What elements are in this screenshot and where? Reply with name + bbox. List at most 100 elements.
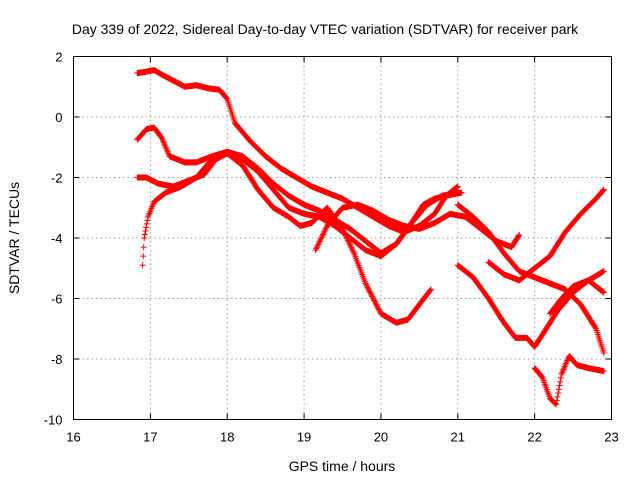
series-track-3 (139, 150, 461, 269)
data-point (346, 240, 353, 247)
series-track-7 (454, 201, 607, 356)
data-point (349, 247, 356, 254)
y-tick-label: -2 (51, 171, 63, 186)
data-point (369, 294, 376, 301)
data-point (315, 239, 322, 246)
data-point (140, 244, 147, 251)
y-axis-label: SDTVAR / TECUs (6, 182, 22, 294)
data-point (343, 234, 350, 241)
data-point (599, 288, 606, 295)
data-point (342, 233, 349, 240)
data-point (554, 393, 561, 400)
data-point (363, 281, 370, 288)
data-point (318, 234, 325, 241)
data-point (376, 307, 383, 314)
axis-ticks (73, 56, 612, 420)
x-axis-label: GPS time / hours (289, 458, 396, 474)
data-point (345, 238, 352, 245)
data-point (143, 224, 150, 231)
data-point (365, 286, 372, 293)
data-point (365, 285, 372, 292)
data-point (313, 245, 320, 252)
data-point (368, 292, 375, 299)
data-point (341, 230, 348, 237)
data-point (344, 237, 351, 244)
x-tick-label: 18 (220, 430, 234, 445)
data-point (375, 306, 382, 313)
data-point (366, 288, 373, 295)
data-point (340, 227, 347, 234)
data-point (371, 297, 378, 304)
y-tick-label: -4 (51, 231, 63, 246)
data-point (600, 349, 607, 356)
x-tick-label: 23 (604, 430, 618, 445)
data-point (142, 227, 149, 234)
data-point (454, 183, 461, 190)
data-point (372, 300, 379, 307)
data-point (320, 230, 327, 237)
data-point (369, 293, 376, 300)
data-point (516, 231, 523, 238)
data-point (367, 290, 374, 297)
x-tick-labels: 16 17 18 19 20 21 22 23 (66, 430, 618, 445)
data-point (453, 184, 460, 191)
series-track-8 (485, 186, 607, 284)
data-point (318, 235, 325, 242)
data-point (600, 289, 607, 296)
data-point (322, 227, 329, 234)
data-point (427, 287, 434, 294)
data-point (375, 305, 382, 312)
series-track-2 (134, 124, 465, 257)
data-point (317, 237, 324, 244)
data-point (555, 386, 562, 393)
data-point (223, 95, 230, 102)
data-point (370, 296, 377, 303)
data-point (454, 184, 461, 191)
data-point (342, 231, 349, 238)
data-point (322, 225, 329, 232)
data-point (373, 302, 380, 309)
plot-frame (73, 56, 612, 420)
data-point (373, 301, 380, 308)
x-tick-label: 19 (297, 430, 311, 445)
data-point (557, 378, 564, 385)
y-tick-label: 2 (55, 50, 62, 65)
data-point (600, 187, 607, 194)
data-point (363, 283, 370, 290)
y-tick-label: -10 (44, 413, 63, 428)
data-point (371, 298, 378, 305)
data-point (515, 232, 522, 239)
data-point (374, 304, 381, 311)
data-point (346, 241, 353, 248)
x-tick-label: 16 (66, 430, 80, 445)
data-point (364, 284, 371, 291)
data-point (600, 268, 607, 275)
data-point (321, 228, 328, 235)
data-point (555, 390, 562, 397)
data-point (553, 397, 560, 404)
data-point (140, 253, 147, 260)
data-point (316, 238, 323, 245)
data-point (553, 401, 560, 408)
series-track-4 (134, 150, 434, 326)
y-tick-label: -8 (51, 352, 63, 367)
y-tick-label: 0 (55, 110, 62, 125)
data-point (348, 245, 355, 252)
data-point (600, 186, 607, 193)
data-point (340, 228, 347, 235)
data-point (339, 225, 346, 232)
data-point (144, 217, 151, 224)
series-track-1 (134, 67, 461, 235)
data-point (592, 324, 599, 331)
data-point (319, 232, 326, 239)
data-point (315, 241, 322, 248)
data-point (427, 286, 434, 293)
data-point (362, 280, 369, 287)
grid-lines (73, 56, 612, 420)
x-tick-label: 17 (143, 430, 157, 445)
data-point (600, 288, 607, 295)
data-point (348, 244, 355, 251)
data-point (454, 189, 461, 196)
data-point (538, 373, 545, 380)
